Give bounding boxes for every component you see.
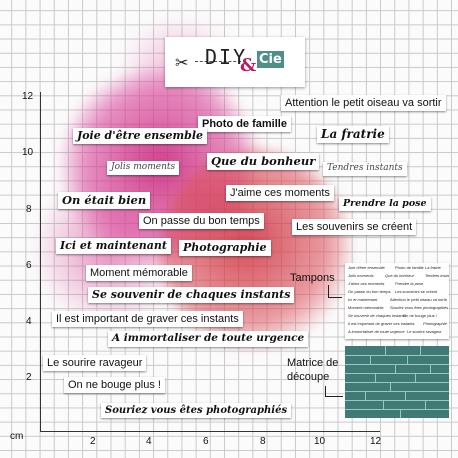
cut-line: [195, 61, 241, 62]
stamp-label: Que du bonheur: [207, 153, 320, 170]
stamp-label: Ici et maintenant: [56, 238, 171, 255]
stamp-label: On ne bouge plus !: [64, 377, 165, 394]
y-tick-label: 6: [26, 260, 32, 271]
x-tick-label: 8: [260, 436, 266, 447]
stamp-sheet-thumbnail: Joie d'être ensemble Photo de famille La…: [345, 263, 449, 339]
y-tick-label: 4: [26, 316, 32, 327]
x-tick-label: 10: [314, 436, 326, 447]
stamp-label: Tendres instants: [323, 162, 407, 176]
stamp-label: Le sourire ravageur: [43, 355, 147, 372]
y-tick-label: 12: [22, 91, 34, 102]
logo-diy-text: DIY: [205, 45, 248, 69]
stamp-label: On était bien: [58, 192, 151, 209]
brand-logo: ✂ DIY & Cie: [165, 37, 305, 87]
unit-label: cm: [10, 431, 24, 442]
logo-cie-text: Cie: [257, 51, 284, 68]
stamp-label: Les souvenirs se créent: [292, 219, 417, 236]
stamp-label: Photographie: [179, 240, 271, 257]
scissors-icon: ✂: [175, 55, 189, 72]
stamp-label: Souriez vous êtes photographiés: [101, 403, 292, 418]
logo-amp-text: &: [240, 55, 257, 76]
stamps-arrow: [328, 285, 329, 297]
x-tick-label: 6: [203, 436, 209, 447]
y-tick-label: 10: [22, 147, 34, 158]
stamp-label: On passe du bon temps: [139, 213, 264, 230]
x-tick-label: 2: [90, 436, 96, 447]
stamp-label: Moment mémorable: [86, 265, 192, 282]
die-cut-arrow: [325, 386, 326, 396]
x-axis-line: [40, 431, 380, 432]
stamp-label: Prendre la pose: [339, 197, 431, 212]
stamp-label: A immortaliser de toute urgence: [108, 331, 309, 347]
die-cut-callout-line2: découpe: [287, 371, 330, 383]
die-cut-arrow-head: [325, 396, 343, 397]
stamp-label: Attention le petit oiseau va sortir: [281, 95, 446, 112]
y-axis-line: [40, 92, 41, 432]
die-cut-callout-line1: Matrice de: [287, 357, 339, 369]
stamp-label: Joie d'être ensemble: [73, 128, 208, 145]
stamp-label: J'aime ces moments: [226, 185, 334, 202]
stamp-label: Jolis moments: [107, 161, 180, 175]
stamps-arrow-head: [328, 297, 342, 298]
die-cut-thumbnail: [345, 346, 449, 418]
y-tick-label: 8: [26, 204, 32, 215]
stamp-label: Se souvenir de chaques instants: [88, 287, 295, 304]
x-tick-label: 4: [146, 436, 152, 447]
stamp-label: Il est important de graver ces instants: [52, 311, 243, 328]
stamp-label: Photo de famille: [198, 116, 291, 133]
y-tick-label: 2: [26, 372, 32, 383]
stamps-callout: Tampons: [290, 272, 335, 284]
x-tick-label: 12: [370, 436, 382, 447]
stamp-label: La fratrie: [317, 126, 389, 144]
